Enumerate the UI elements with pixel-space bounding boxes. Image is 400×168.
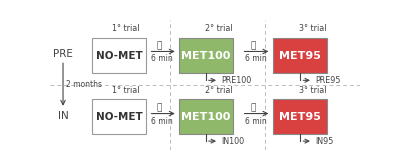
Text: MET100: MET100 bbox=[181, 51, 230, 61]
Text: 2° trial: 2° trial bbox=[205, 24, 233, 33]
Text: 2° trial: 2° trial bbox=[205, 86, 233, 95]
Text: MET100: MET100 bbox=[181, 112, 230, 121]
Text: 6 min: 6 min bbox=[151, 54, 173, 64]
Text: 6 min: 6 min bbox=[245, 117, 266, 125]
Text: 2 months: 2 months bbox=[66, 80, 102, 89]
Text: 3° trial: 3° trial bbox=[299, 86, 327, 95]
Text: PRE95: PRE95 bbox=[315, 76, 341, 86]
Text: ⌚: ⌚ bbox=[250, 104, 256, 113]
Text: IN100: IN100 bbox=[221, 137, 244, 146]
Text: MET95: MET95 bbox=[279, 51, 321, 61]
Text: NO-MET: NO-MET bbox=[96, 112, 142, 121]
Text: NO-MET: NO-MET bbox=[96, 51, 142, 61]
Bar bbox=[92, 38, 146, 73]
Text: IN: IN bbox=[58, 111, 68, 121]
Text: 1° trial: 1° trial bbox=[112, 24, 140, 33]
Bar bbox=[92, 99, 146, 134]
Text: 1° trial: 1° trial bbox=[112, 86, 140, 95]
Bar bbox=[272, 99, 327, 134]
Text: ⌚: ⌚ bbox=[156, 41, 162, 51]
Text: 3° trial: 3° trial bbox=[299, 24, 327, 33]
Text: 6 min: 6 min bbox=[151, 117, 173, 125]
Text: ⌚: ⌚ bbox=[156, 104, 162, 113]
Bar bbox=[179, 38, 233, 73]
Text: PRE: PRE bbox=[53, 49, 73, 59]
Bar bbox=[179, 99, 233, 134]
Text: 6 min: 6 min bbox=[245, 54, 266, 64]
Text: ⌚: ⌚ bbox=[250, 41, 256, 51]
Bar bbox=[272, 38, 327, 73]
Text: IN95: IN95 bbox=[315, 137, 334, 146]
Text: PRE100: PRE100 bbox=[221, 76, 251, 86]
Text: MET95: MET95 bbox=[279, 112, 321, 121]
